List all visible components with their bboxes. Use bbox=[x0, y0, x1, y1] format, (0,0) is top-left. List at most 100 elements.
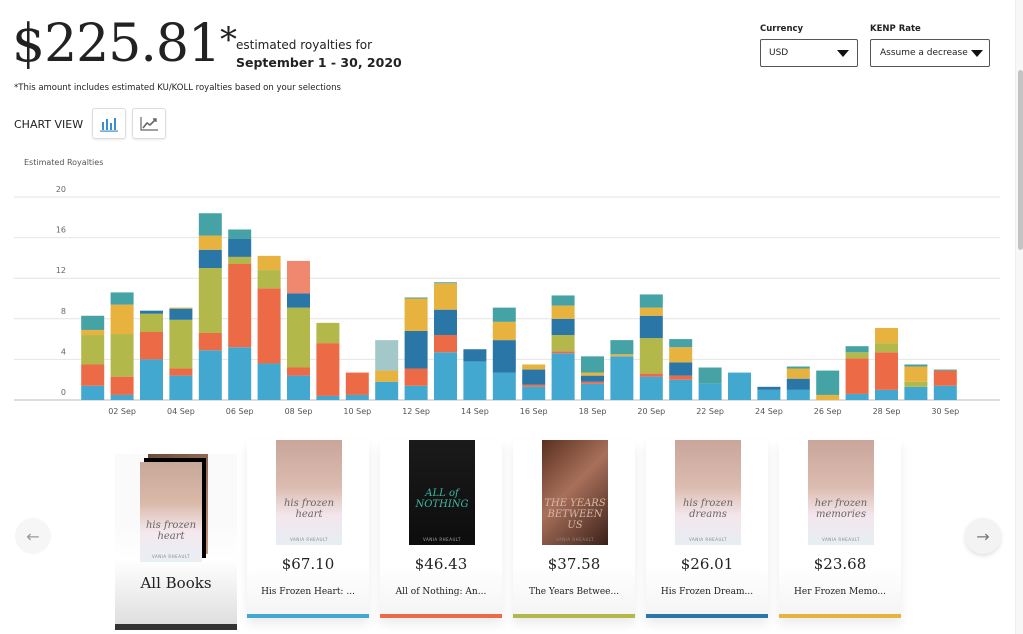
bar-segment[interactable] bbox=[492, 340, 516, 373]
bar-segment[interactable] bbox=[110, 376, 134, 395]
bar-segment[interactable] bbox=[610, 354, 634, 357]
bar-segment[interactable] bbox=[434, 282, 457, 284]
bar-segment[interactable] bbox=[257, 270, 281, 289]
bar-segment[interactable] bbox=[933, 385, 957, 400]
bar-segment[interactable] bbox=[228, 263, 252, 348]
bar-segment[interactable] bbox=[404, 385, 428, 400]
bar-segment[interactable] bbox=[581, 381, 604, 384]
bar-segment[interactable] bbox=[463, 349, 487, 362]
bar-segment[interactable] bbox=[669, 375, 693, 380]
bar-segment[interactable] bbox=[875, 389, 898, 400]
bar-segment[interactable] bbox=[287, 307, 310, 368]
bar-segment[interactable] bbox=[639, 376, 663, 400]
bar-segment[interactable] bbox=[581, 383, 604, 400]
bar-segment[interactable] bbox=[81, 364, 105, 386]
bar-segment[interactable] bbox=[875, 352, 898, 390]
carousel-next-button[interactable]: → bbox=[965, 518, 1001, 554]
bar-segment[interactable] bbox=[551, 295, 575, 306]
bar-segment[interactable] bbox=[463, 361, 487, 400]
bar-segment[interactable] bbox=[81, 335, 105, 365]
bar-segment[interactable] bbox=[198, 249, 222, 269]
all-books-card[interactable]: his frozen heart VANIA RHEAULT All Books bbox=[115, 454, 237, 630]
bar-segment[interactable] bbox=[198, 350, 222, 400]
bar-segment[interactable] bbox=[287, 375, 310, 400]
bar-segment[interactable] bbox=[198, 235, 222, 250]
bar-segment[interactable] bbox=[81, 385, 105, 400]
bar-segment[interactable] bbox=[140, 310, 163, 314]
bar-segment[interactable] bbox=[169, 308, 193, 320]
book-card[interactable]: his frozen dreams VANIA RHEAULT $26.01 His … bbox=[646, 440, 768, 618]
bar-segment[interactable] bbox=[845, 352, 869, 359]
bar-segment[interactable] bbox=[228, 238, 252, 257]
bar-segment[interactable] bbox=[140, 359, 163, 400]
bar-segment[interactable] bbox=[669, 379, 693, 400]
bar-segment[interactable] bbox=[522, 384, 546, 387]
bar-segment[interactable] bbox=[287, 260, 310, 294]
bar-segment[interactable] bbox=[728, 372, 751, 400]
bar-segment[interactable] bbox=[228, 256, 252, 264]
bar-segment[interactable] bbox=[345, 394, 369, 400]
bar-segment[interactable] bbox=[786, 368, 810, 379]
bar-segment[interactable] bbox=[287, 367, 310, 376]
bar-segment[interactable] bbox=[904, 364, 928, 367]
bar-segment[interactable] bbox=[522, 386, 546, 400]
bar-segment[interactable] bbox=[669, 339, 693, 348]
bar-segment[interactable] bbox=[639, 338, 663, 374]
bar-segment[interactable] bbox=[110, 334, 134, 377]
bar-segment[interactable] bbox=[140, 331, 163, 360]
currency-select[interactable]: USD bbox=[760, 39, 858, 67]
bar-segment[interactable] bbox=[81, 315, 105, 330]
bar-segment[interactable] bbox=[169, 319, 193, 369]
bar-segment[interactable] bbox=[375, 370, 399, 382]
bar-segment[interactable] bbox=[551, 335, 575, 352]
bar-segment[interactable] bbox=[316, 343, 340, 396]
bar-segment[interactable] bbox=[610, 356, 634, 400]
bar-segment[interactable] bbox=[816, 370, 840, 395]
kenp-select[interactable]: Assume a decrease bbox=[870, 39, 990, 67]
bar-segment[interactable] bbox=[81, 329, 105, 336]
bar-segment[interactable] bbox=[287, 293, 310, 308]
bar-segment[interactable] bbox=[845, 393, 869, 400]
bar-segment[interactable] bbox=[522, 364, 546, 370]
carousel-prev-button[interactable]: ← bbox=[15, 518, 51, 554]
book-card[interactable]: ALL of NOTHING VANIA RHEAULT $46.43 All of … bbox=[380, 440, 502, 618]
bar-segment[interactable] bbox=[169, 307, 193, 309]
bar-chart-view-button[interactable] bbox=[92, 108, 126, 139]
bar-segment[interactable] bbox=[404, 368, 428, 386]
bar-segment[interactable] bbox=[669, 347, 693, 363]
bar-segment[interactable] bbox=[169, 368, 193, 376]
bar-segment[interactable] bbox=[933, 370, 957, 386]
bar-segment[interactable] bbox=[904, 381, 928, 387]
bar-segment[interactable] bbox=[169, 375, 193, 400]
bar-segment[interactable] bbox=[757, 386, 781, 390]
bar-segment[interactable] bbox=[375, 340, 399, 371]
bar-segment[interactable] bbox=[228, 229, 252, 239]
bar-segment[interactable] bbox=[345, 372, 369, 395]
book-card[interactable]: her frozen memories VANIA RHEAULT $23.68 He… bbox=[779, 440, 901, 618]
bar-segment[interactable] bbox=[316, 322, 340, 344]
bar-segment[interactable] bbox=[404, 330, 428, 369]
page-scrollbar[interactable] bbox=[1015, 0, 1023, 634]
bar-segment[interactable] bbox=[610, 340, 634, 355]
bar-segment[interactable] bbox=[257, 255, 281, 271]
bar-segment[interactable] bbox=[698, 383, 722, 400]
book-card[interactable]: THE YEARS BETWEEN US VANIA RHEAULT $37.58 T… bbox=[513, 440, 635, 618]
bar-segment[interactable] bbox=[875, 343, 898, 353]
bar-segment[interactable] bbox=[257, 288, 281, 364]
bar-segment[interactable] bbox=[492, 321, 516, 341]
bar-segment[interactable] bbox=[551, 353, 575, 400]
bar-segment[interactable] bbox=[639, 315, 663, 339]
bar-segment[interactable] bbox=[816, 394, 840, 400]
bar-segment[interactable] bbox=[786, 378, 810, 390]
bar-segment[interactable] bbox=[257, 363, 281, 400]
bar-segment[interactable] bbox=[551, 305, 575, 319]
bar-segment[interactable] bbox=[110, 304, 134, 335]
bar-segment[interactable] bbox=[492, 372, 516, 400]
bar-segment[interactable] bbox=[404, 298, 428, 331]
bar-segment[interactable] bbox=[581, 356, 604, 373]
bar-segment[interactable] bbox=[198, 333, 222, 351]
bar-segment[interactable] bbox=[228, 347, 252, 400]
bar-segment[interactable] bbox=[875, 327, 898, 344]
bar-segment[interactable] bbox=[198, 268, 222, 334]
bar-segment[interactable] bbox=[845, 358, 869, 394]
